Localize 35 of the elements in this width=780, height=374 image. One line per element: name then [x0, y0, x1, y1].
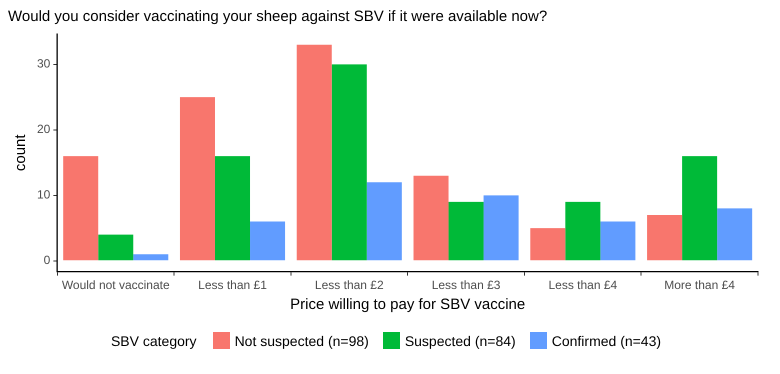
bar	[250, 222, 286, 260]
bar	[647, 214, 682, 260]
bar	[717, 208, 752, 260]
legend-title: SBV category	[110, 332, 197, 348]
y-tick-label: 30	[36, 56, 51, 71]
y-tick-label: 20	[36, 122, 51, 136]
bar	[366, 182, 402, 260]
legend-label: Suspected (n=84)	[404, 332, 516, 348]
bar	[63, 156, 98, 260]
bar	[565, 202, 600, 260]
bar	[414, 176, 449, 260]
x-axis-title: Price willing to pay for SBV vaccine	[290, 296, 526, 314]
bar	[682, 156, 718, 260]
bar	[600, 222, 636, 260]
bar	[484, 195, 519, 260]
bar	[530, 228, 566, 260]
x-tick-label: Less than £3	[432, 278, 501, 292]
bar	[296, 44, 332, 260]
x-tick-label: Less than £4	[548, 278, 618, 292]
y-tick-label: 0	[44, 253, 51, 268]
bar	[332, 64, 367, 260]
bar	[133, 254, 168, 260]
bar	[180, 97, 215, 260]
x-tick-label: Less than £2	[314, 278, 384, 292]
bar	[98, 234, 134, 260]
bar	[214, 156, 250, 260]
x-tick-label: Less than £1	[198, 278, 268, 292]
y-axis-title: count	[12, 134, 30, 172]
legend-label: Not suspected (n=98)	[234, 332, 369, 348]
chart-title: Would you consider vaccinating your sheep against SBV if it were available now?	[8, 8, 548, 26]
bar	[448, 202, 484, 260]
x-tick-label: Would not vaccinate	[62, 278, 170, 292]
y-tick-label: 10	[36, 188, 51, 202]
legend-label: Confirmed (n=43)	[552, 332, 662, 348]
x-tick-label: More than £4	[664, 278, 736, 292]
